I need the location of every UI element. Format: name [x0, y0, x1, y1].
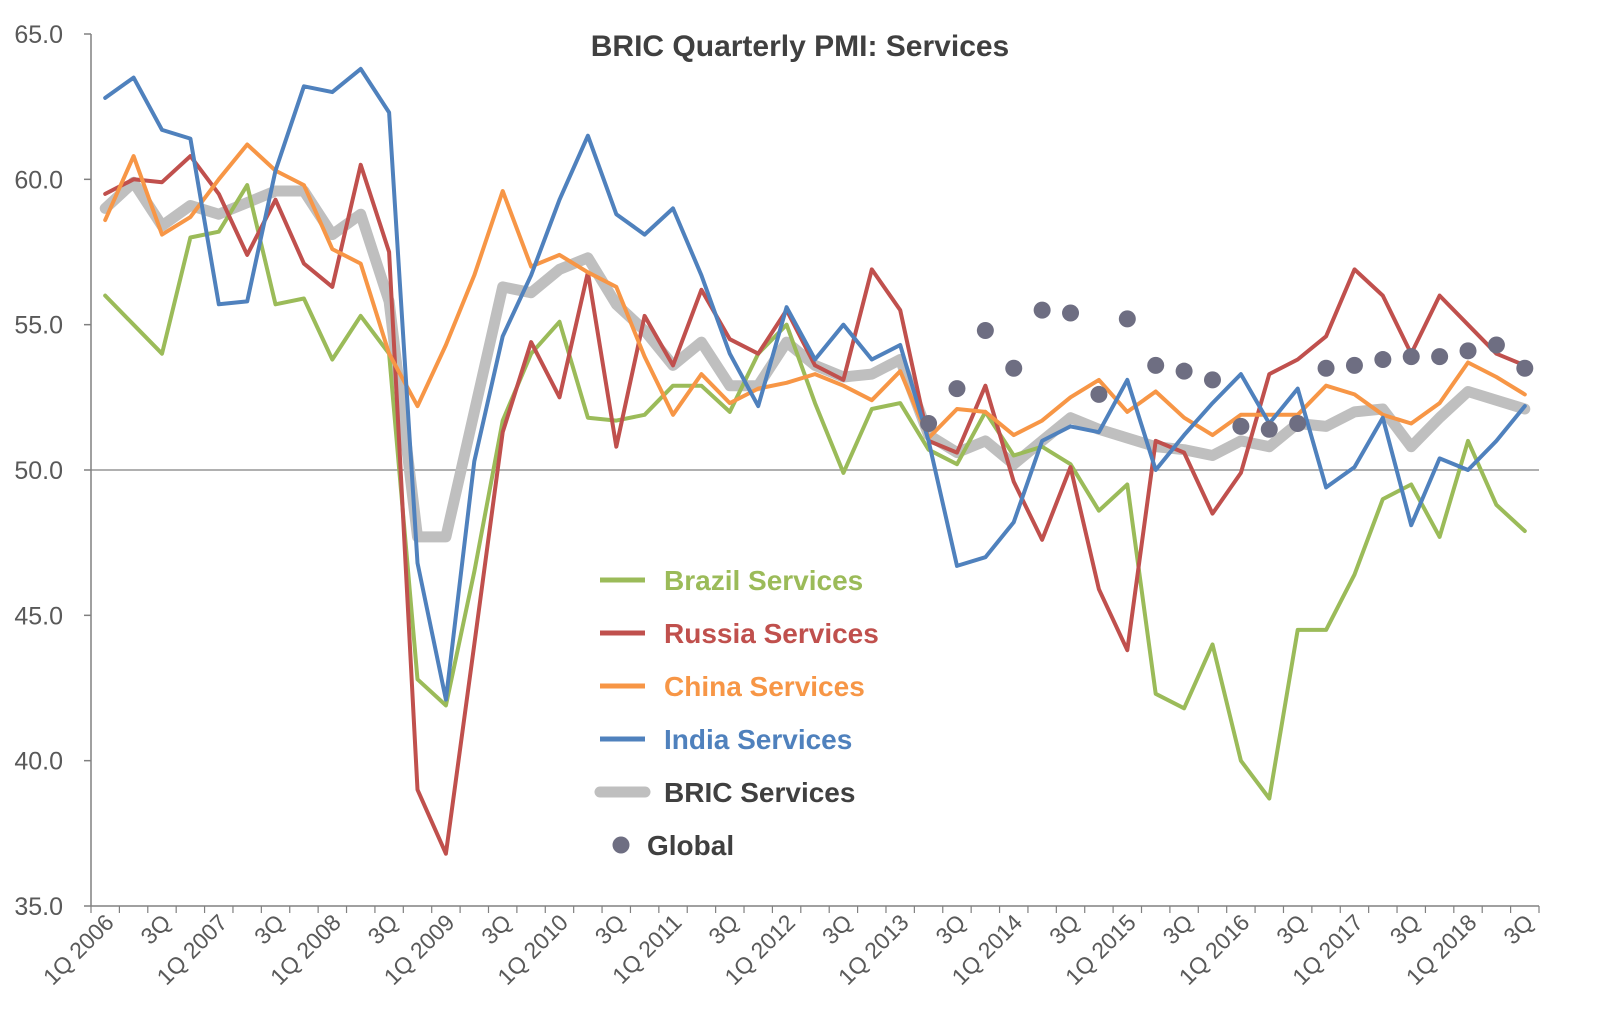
brazil-services-line: [103, 183, 1527, 801]
x-tick-label: 3Q: [817, 909, 857, 949]
global-point: [1005, 359, 1023, 377]
x-tick-label: 3Q: [703, 909, 743, 949]
y-tick-label: 40.0: [14, 748, 63, 776]
x-tick-label: 3Q: [930, 909, 970, 949]
legend-label-china-services: China Services: [664, 671, 865, 702]
global-point: [1232, 417, 1250, 435]
x-tick-label: 3Q: [363, 909, 403, 949]
global-point: [1317, 359, 1335, 377]
global-point: [920, 414, 938, 432]
global-point: [1147, 356, 1165, 374]
legend-label-russia-services: Russia Services: [664, 618, 879, 649]
y-tick-label: 50.0: [14, 457, 63, 485]
x-tick-label: 3Q: [249, 909, 289, 949]
global-point: [1118, 310, 1136, 328]
x-tick-label: 3Q: [1385, 909, 1425, 949]
legend-label-global: Global: [647, 830, 734, 861]
x-tick-label: 3Q: [476, 909, 516, 949]
x-tick-label: 3Q: [1044, 909, 1084, 949]
chart-title: BRIC Quarterly PMI: Services: [591, 30, 1010, 63]
x-tick-label: 3Q: [1158, 909, 1198, 949]
global-point: [1459, 342, 1477, 360]
legend-label-bric-services: BRIC Services: [664, 777, 855, 808]
global-point: [976, 321, 994, 339]
global-point: [1487, 336, 1505, 354]
y-tick-label: 60.0: [14, 166, 63, 194]
legend-label-india-services: India Services: [664, 724, 852, 755]
global-point: [1431, 348, 1449, 366]
global-point: [1203, 371, 1221, 389]
y-tick-label: 65.0: [14, 21, 63, 49]
global-series: [920, 301, 1534, 438]
y-tick-label: 35.0: [14, 893, 63, 921]
global-point: [1374, 351, 1392, 369]
y-tick-label: 45.0: [14, 602, 63, 630]
legend-label-brazil-services: Brazil Services: [664, 565, 863, 596]
china-services-line: [103, 142, 1527, 440]
global-point: [1516, 359, 1534, 377]
y-tick-label: 55.0: [14, 312, 63, 340]
y-axis: 35.0 40.0 45.0 50.0 55.0 60.0 65.0: [14, 21, 92, 921]
x-tick-label: 3Q: [1498, 909, 1538, 949]
global-point: [1033, 301, 1051, 319]
global-point: [1289, 414, 1307, 432]
global-point: [1345, 356, 1363, 374]
global-point: [1090, 385, 1108, 403]
russia-services-line: [103, 154, 1527, 856]
x-tick-label: 1Q 2006: [38, 909, 119, 990]
series-layer: [99, 66, 1534, 856]
india-services-line: [103, 66, 1527, 702]
legend: Brazil Services Russia Services China Serv…: [594, 565, 879, 861]
global-point: [948, 380, 966, 398]
global-point: [1062, 304, 1080, 322]
x-tick-label: 3Q: [1271, 909, 1311, 949]
x-tick-label: 3Q: [135, 909, 175, 949]
global-point: [1402, 348, 1420, 366]
global-point: [1260, 420, 1278, 438]
global-point: [1175, 362, 1193, 380]
x-tick-label: 3Q: [590, 909, 630, 949]
legend-marker-global: [612, 836, 630, 854]
